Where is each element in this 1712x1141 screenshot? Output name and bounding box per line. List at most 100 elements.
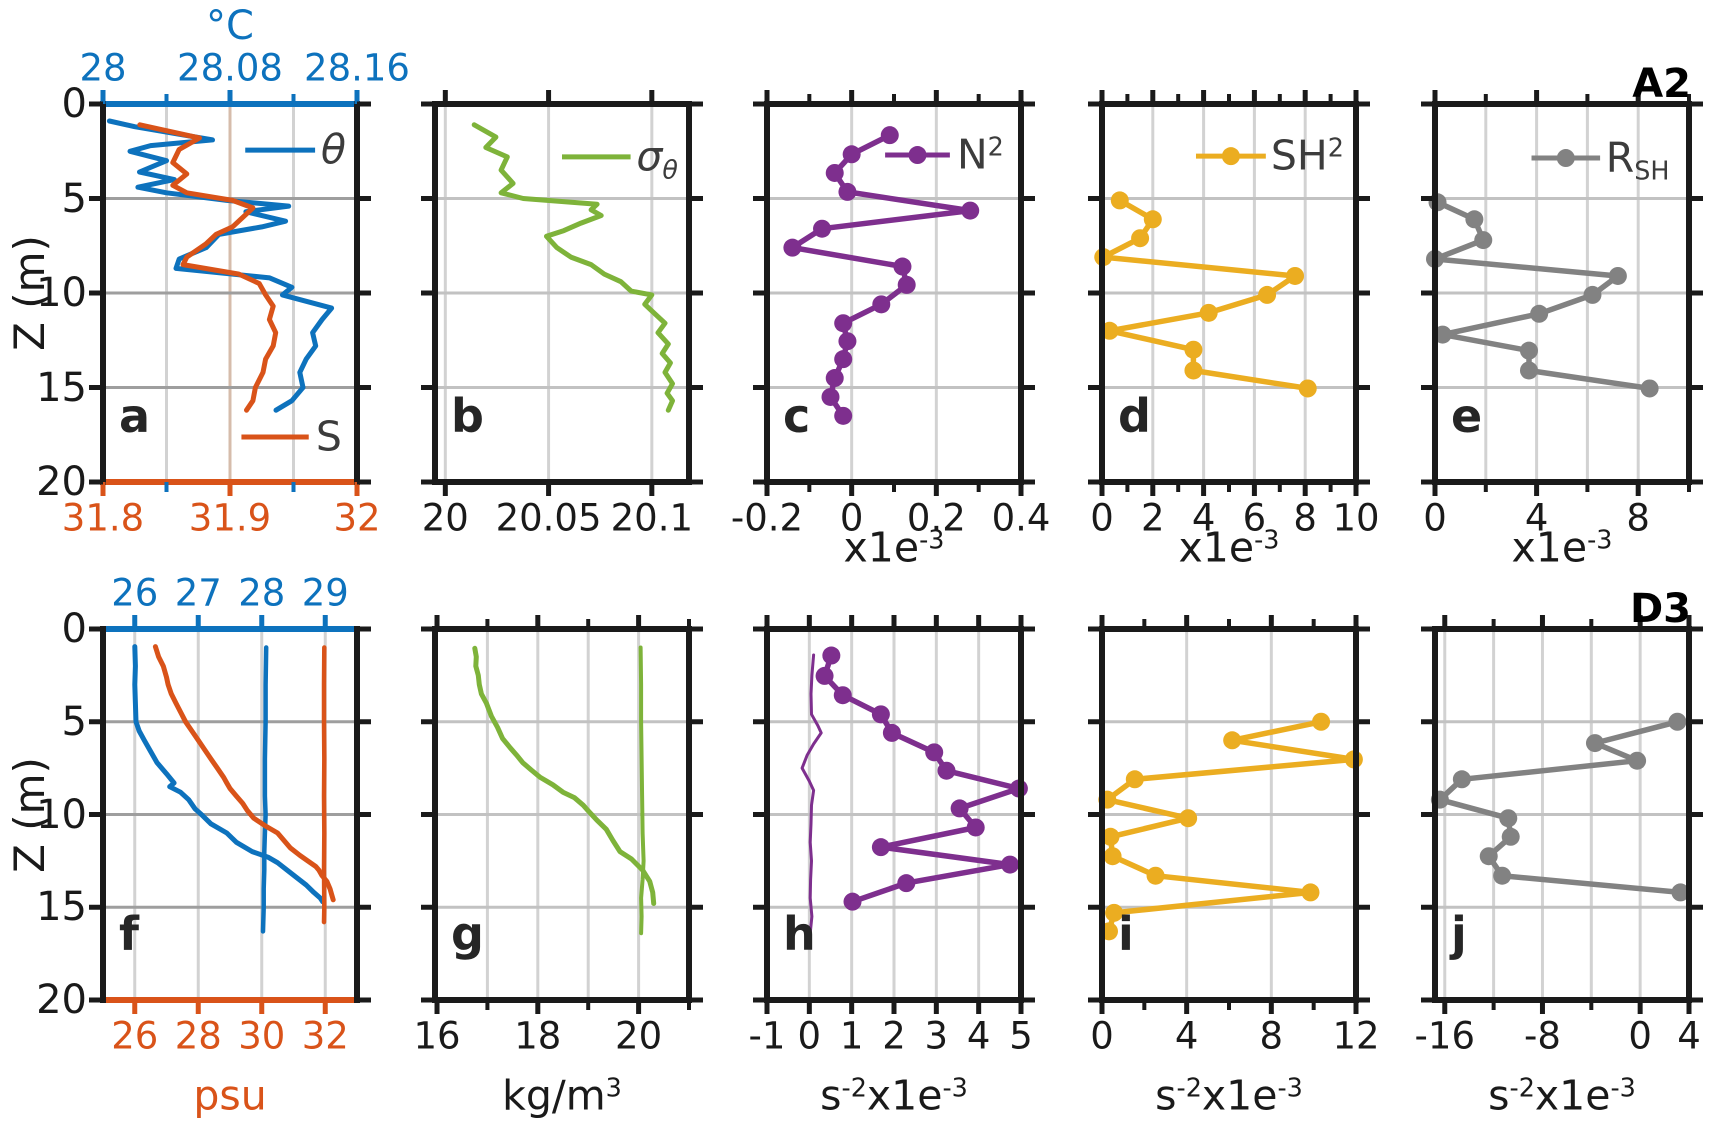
x-top-tick-label-a: 28.16	[304, 46, 410, 90]
x-top-tick-label-f: 27	[174, 571, 222, 615]
y-tick-label: 0	[61, 81, 87, 127]
x-top-unit-a: °C	[206, 3, 254, 49]
y-tick-label: 5	[61, 175, 87, 222]
rsh-profile-marker	[1668, 712, 1687, 731]
panel-g	[421, 615, 703, 1014]
x-tick-label-c: 0.4	[991, 496, 1051, 540]
x-tick-label-d: 4	[1191, 496, 1216, 540]
x-tick-label-g: 16	[413, 1014, 461, 1058]
sh2-profile-marker	[1301, 883, 1320, 902]
x-unit-i: s-2x1e-3	[1155, 1071, 1303, 1120]
x-tick-label-h: 3	[924, 1014, 949, 1058]
sh2-profile-marker	[1146, 866, 1165, 885]
rsh-profile-marker	[1608, 266, 1627, 285]
n2-profile-marker	[815, 666, 834, 685]
x-tick-label-d: 8	[1293, 496, 1317, 540]
panel-label-j: j	[1451, 907, 1467, 961]
legend-label: S	[315, 412, 342, 461]
sh2-profile-marker	[1179, 809, 1198, 828]
panel-label-f: f	[119, 907, 140, 961]
x-top-tick-label-a: 28	[79, 46, 127, 90]
rsh-profile-marker	[1452, 770, 1471, 789]
x-tick-label-b: 20.05	[495, 496, 602, 540]
n2-profile-marker	[872, 295, 891, 314]
x-top-tick-label-f: 29	[301, 571, 349, 615]
x-unit-g: kg/m3	[502, 1071, 622, 1120]
rsh-profile-marker	[1493, 866, 1512, 885]
n2-profile-marker	[897, 275, 916, 294]
rsh-profile-marker	[1583, 285, 1602, 304]
x-tick-label-e: 8	[1626, 496, 1650, 540]
sh2-profile-marker	[1110, 191, 1129, 210]
sh2-profile-marker	[1105, 903, 1124, 922]
panel-h	[753, 615, 1035, 1014]
legend-label: θ	[320, 125, 347, 174]
sh2-profile-marker	[1101, 827, 1120, 846]
n2-profile-marker	[882, 723, 901, 742]
panel-title-a2: A2	[1632, 61, 1691, 107]
y-tick-label: 15	[36, 364, 87, 411]
panel-a	[89, 90, 371, 496]
panel-e	[1421, 90, 1703, 496]
x-tick-label-h: 2	[882, 1014, 906, 1058]
sh2-profile-marker	[1258, 285, 1277, 304]
panel-c	[753, 90, 1035, 496]
sh2-profile-marker	[1125, 770, 1144, 789]
sigma-theta-profile	[471, 122, 675, 413]
legend-marker	[908, 146, 927, 165]
n2-profile-marker	[834, 350, 853, 369]
panel-label-c: c	[783, 389, 811, 443]
panel-label-h: h	[783, 907, 816, 961]
rsh-profile	[1432, 199, 1653, 392]
rsh-profile-marker	[1519, 361, 1538, 380]
x-tick-label-h: 0	[797, 1014, 822, 1058]
x-tick-label-f: 26	[111, 1014, 159, 1058]
n2-profile	[789, 132, 973, 419]
y-tick-label: 5	[61, 698, 87, 745]
legend-label: SH2	[1270, 131, 1344, 180]
n2-profile-marker	[1000, 855, 1019, 874]
x-tick-label-j: 0	[1628, 1014, 1652, 1058]
sh2-profile-marker	[1286, 266, 1305, 285]
rsh-profile	[1437, 719, 1684, 896]
x-unit-f: psu	[193, 1071, 267, 1120]
sigma-reference-line	[638, 645, 646, 936]
sigma-theta-profile	[472, 645, 657, 906]
x-unit-c: x1e-3	[843, 523, 945, 572]
x-tick-label-g: 18	[514, 1014, 562, 1058]
x-tick-label-d: 6	[1242, 496, 1267, 540]
n2-profile-marker	[833, 686, 852, 705]
legend-marker	[1556, 149, 1575, 168]
panel-label-d: d	[1118, 389, 1151, 443]
sh2-profile	[1104, 719, 1357, 935]
x-top-tick-label-f: 28	[238, 571, 286, 615]
rsh-profile-marker	[1640, 379, 1659, 398]
n2-profile-marker	[871, 838, 890, 857]
rsh-profile-marker	[1433, 325, 1452, 344]
y-tick-label: 20	[36, 459, 87, 505]
legend-label: σθ	[636, 132, 678, 185]
rsh-profile-marker	[1628, 751, 1647, 770]
x-tick-label-e: 4	[1524, 496, 1549, 540]
sh2-profile-marker	[1131, 229, 1150, 248]
salinity-profile	[137, 122, 279, 413]
rsh-profile-marker	[1479, 847, 1498, 866]
sh2-profile-marker	[1199, 303, 1218, 322]
x-tick-label-f: 30	[238, 1014, 286, 1058]
x-tick-label-d: 10	[1332, 496, 1380, 540]
legend-marker	[1221, 147, 1240, 166]
x-tick-label-i: 0	[1090, 1014, 1114, 1058]
x-tick-label-i: 4	[1174, 1014, 1199, 1058]
n2-profile-marker	[880, 126, 899, 145]
salinity-profile	[152, 644, 336, 903]
x-tick-label-a: 31.9	[188, 496, 272, 540]
legend-label: N2	[956, 130, 1004, 179]
x-tick-label-i: 12	[1332, 1014, 1380, 1058]
sh2-profile-marker	[1312, 712, 1331, 731]
rsh-profile-marker	[1519, 341, 1538, 360]
n2-profile-marker	[897, 874, 916, 893]
x-unit-d: x1e-3	[1178, 523, 1280, 572]
x-tick-label-g: 20	[615, 1014, 663, 1058]
panel-f	[89, 615, 371, 1014]
panel-title-d3: D3	[1629, 586, 1691, 632]
